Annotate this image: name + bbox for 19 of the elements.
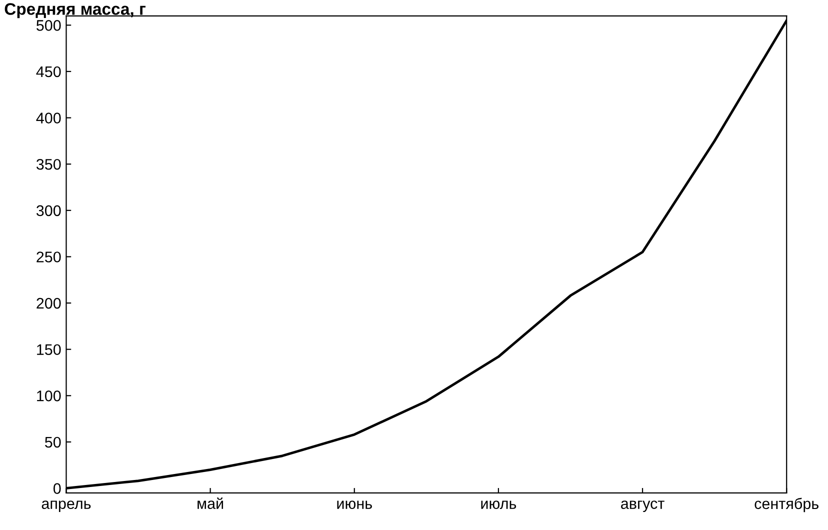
x-tick-label: май [198,497,224,509]
y-tick-label: 350 [36,158,61,170]
x-tick-label: июль [481,500,516,509]
x-tick-label: апрель [42,500,91,512]
line-series [66,19,787,490]
y-tick-label: 250 [36,252,61,262]
y-axis-title: Средняя масса, г [4,3,146,18]
y-tick-label: 450 [36,66,61,78]
y-tick-label: 100 [37,390,61,402]
y-tick-label: 500 [36,20,61,31]
y-tick-label: 150 [37,344,61,356]
x-tick-label: сентябрь [754,498,818,512]
y-tick-label: 50 [45,436,61,448]
y-tick-label: 400 [36,112,61,124]
y-tick-label: 300 [36,205,61,216]
y-tick-label: 200 [36,298,61,309]
x-tick-label: август [621,500,664,512]
x-tick-label: июнь [337,500,372,509]
y-tick-label: 0 [53,483,61,494]
